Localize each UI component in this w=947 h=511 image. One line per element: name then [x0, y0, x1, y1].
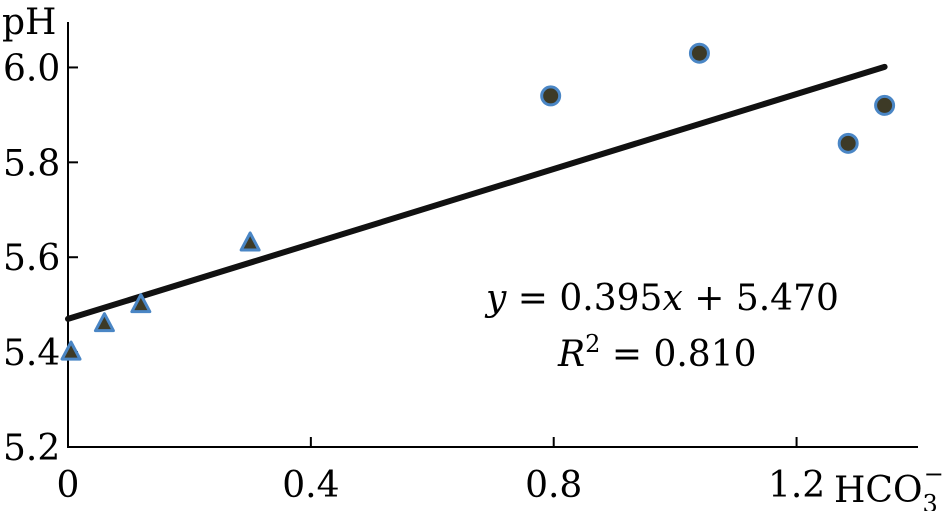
circle-point — [874, 94, 896, 116]
r2-label: R — [557, 334, 585, 375]
x-axis-title-sub: 3 — [922, 490, 937, 511]
x-axis-title-main: HCO — [834, 470, 922, 511]
triangle-point — [93, 312, 115, 333]
circle-point — [540, 85, 562, 107]
r-squared-label: R2 = 0.810 — [557, 330, 757, 375]
triangle-point — [239, 231, 261, 252]
y-tick-label: 5.4 — [3, 333, 60, 374]
triangle-point — [60, 340, 82, 361]
x-tick-label: 0.4 — [282, 465, 339, 506]
regression-line — [65, 63, 888, 322]
equation-x: x — [662, 278, 682, 319]
y-axis-title: pH — [2, 2, 56, 43]
axis-ticks: 5.2 5.4 5.6 5.8 6.0 0 0.4 0.8 1.2 — [3, 48, 825, 506]
data-points — [60, 42, 896, 361]
r2-sup: 2 — [585, 330, 600, 358]
x-tick-label: 0.8 — [525, 465, 582, 506]
x-axis-title-sup: − — [924, 460, 944, 488]
y-tick-label: 5.2 — [3, 428, 60, 469]
y-tick-label: 6.0 — [3, 48, 60, 89]
equation-eq: = 0.395 — [506, 278, 662, 319]
circle-point — [837, 132, 859, 154]
y-tick-label: 5.8 — [3, 143, 60, 184]
equation-rest: + 5.470 — [683, 278, 839, 319]
regression-line-group — [65, 63, 888, 322]
circle-point — [688, 42, 710, 64]
x-axis-title: HCO3− — [834, 460, 944, 511]
x-tick-label: 1.2 — [768, 465, 825, 506]
x-tick-label: 0 — [57, 465, 80, 506]
equation-y: y — [484, 278, 507, 319]
r2-value: = 0.810 — [600, 334, 756, 375]
equation-label: y = 0.395x + 5.470 — [484, 278, 839, 319]
triangle-point — [130, 293, 152, 314]
y-tick-label: 5.6 — [3, 238, 60, 279]
